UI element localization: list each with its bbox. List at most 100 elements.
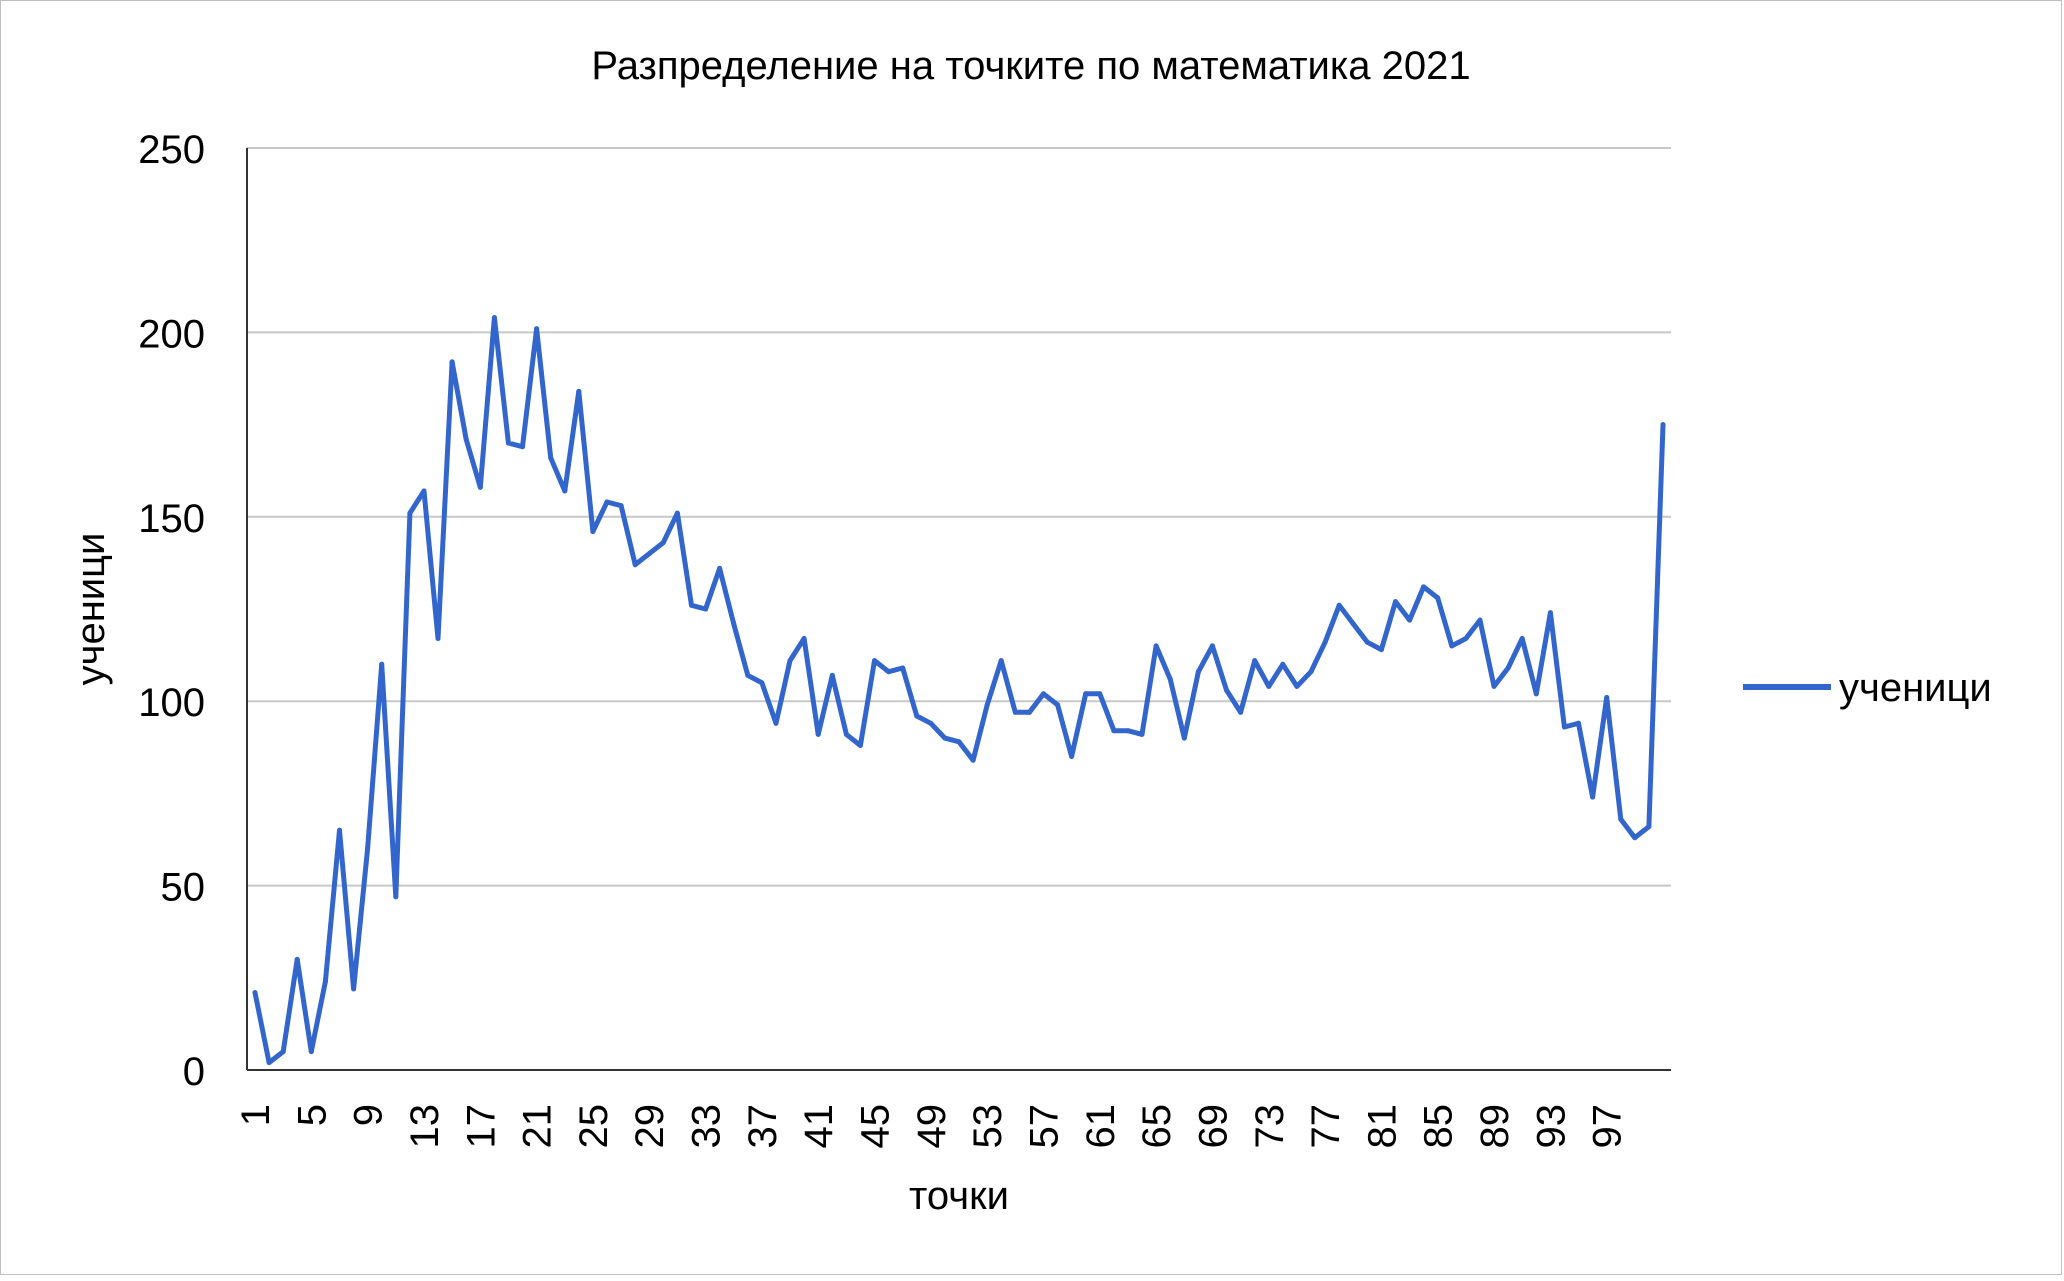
data-point	[1407, 617, 1413, 623]
x-axis-label: точки	[909, 1174, 1009, 1218]
y-tick-label: 200	[138, 312, 205, 356]
x-tick-label: 57	[1022, 1104, 1066, 1149]
data-point	[886, 669, 892, 675]
data-point	[618, 503, 624, 509]
y-tick-labels: 0 50 100 150 200 250	[138, 128, 205, 1094]
data-point	[956, 739, 962, 745]
data-point	[872, 658, 877, 664]
data-point	[1632, 835, 1638, 841]
data-point	[463, 436, 469, 442]
data-point	[1139, 731, 1145, 737]
gridlines	[247, 147, 1671, 887]
data-point	[1012, 709, 1018, 715]
data-point	[914, 713, 920, 719]
y-tick-label: 150	[138, 497, 205, 541]
data-point	[337, 827, 342, 833]
data-point	[1618, 816, 1624, 822]
data-point	[801, 636, 807, 641]
data-point	[294, 956, 300, 962]
data-point	[1097, 691, 1103, 697]
data-point	[1238, 709, 1244, 715]
data-point	[674, 510, 680, 516]
data-point	[1195, 669, 1201, 675]
data-point	[435, 636, 441, 641]
data-point	[703, 606, 709, 612]
data-point	[857, 743, 863, 748]
data-point	[449, 359, 455, 365]
data-point	[365, 846, 371, 852]
x-tick-label: 5	[290, 1104, 334, 1126]
data-point	[1533, 691, 1539, 697]
data-point	[505, 440, 511, 446]
data-point	[393, 894, 399, 900]
data-point	[308, 1049, 314, 1055]
data-point	[1660, 422, 1666, 428]
data-point	[1224, 687, 1229, 693]
data-point	[1590, 794, 1596, 800]
y-tick-label: 0	[183, 1050, 205, 1094]
data-point	[745, 672, 751, 678]
data-point	[998, 658, 1004, 664]
data-point	[1646, 824, 1652, 830]
data-point	[1491, 683, 1497, 689]
data-point	[759, 680, 765, 686]
x-tick-label: 9	[347, 1104, 391, 1126]
series-layer	[252, 315, 1666, 1066]
legend-label: ученици	[1839, 666, 1992, 710]
data-point	[1393, 599, 1398, 605]
data-point	[1505, 665, 1511, 671]
data-point	[1266, 683, 1272, 689]
x-tick-label: 93	[1529, 1104, 1573, 1149]
data-point	[928, 720, 934, 726]
data-point	[1280, 661, 1286, 667]
data-point	[843, 731, 849, 737]
data-point	[1421, 584, 1427, 590]
data-point	[1463, 636, 1469, 641]
data-point	[1604, 695, 1610, 700]
data-point	[717, 565, 723, 571]
y-tick-label: 250	[138, 128, 205, 172]
data-point	[1576, 720, 1581, 726]
data-point	[1519, 636, 1525, 641]
data-point	[660, 540, 666, 546]
y-tick-label: 100	[138, 681, 205, 725]
x-tick-label: 61	[1079, 1104, 1123, 1149]
data-point	[900, 665, 906, 671]
data-point	[322, 979, 328, 984]
x-tick-label: 41	[797, 1104, 841, 1149]
data-point	[1336, 602, 1342, 608]
data-point	[1069, 754, 1075, 759]
x-tick-label: 77	[1304, 1104, 1348, 1149]
data-point	[1026, 709, 1032, 715]
x-tick-label: 65	[1135, 1104, 1179, 1149]
data-point	[731, 621, 737, 627]
data-point	[576, 388, 582, 394]
data-point	[534, 326, 540, 332]
y-tick-label: 50	[161, 866, 206, 910]
data-point	[773, 720, 779, 726]
data-point	[1125, 728, 1131, 734]
data-point	[407, 510, 413, 516]
data-point	[421, 488, 427, 494]
data-point	[1294, 683, 1300, 689]
data-point	[1449, 643, 1455, 649]
y-axis-label: ученици	[69, 533, 113, 686]
data-point	[1308, 669, 1314, 675]
x-tick-label: 69	[1191, 1104, 1235, 1149]
x-tick-labels: 1 5 9 13 17 21 25 29 33 37 41 45 49 53 57 61 65 69 73 77 81 8…	[234, 1104, 1630, 1149]
data-point	[984, 702, 990, 708]
chart-title: Разпределение на точките по математика 2…	[591, 44, 1470, 88]
data-point	[1167, 676, 1173, 682]
data-point	[1477, 617, 1483, 623]
x-tick-label: 73	[1248, 1104, 1292, 1149]
x-tick-label: 33	[685, 1104, 729, 1149]
data-point	[1153, 643, 1159, 649]
data-point	[1561, 724, 1567, 730]
x-tick-label: 53	[966, 1104, 1010, 1149]
x-tick-label: 89	[1473, 1104, 1517, 1149]
data-point	[815, 731, 821, 737]
x-tick-label: 37	[741, 1104, 785, 1149]
x-tick-label: 29	[628, 1104, 672, 1149]
